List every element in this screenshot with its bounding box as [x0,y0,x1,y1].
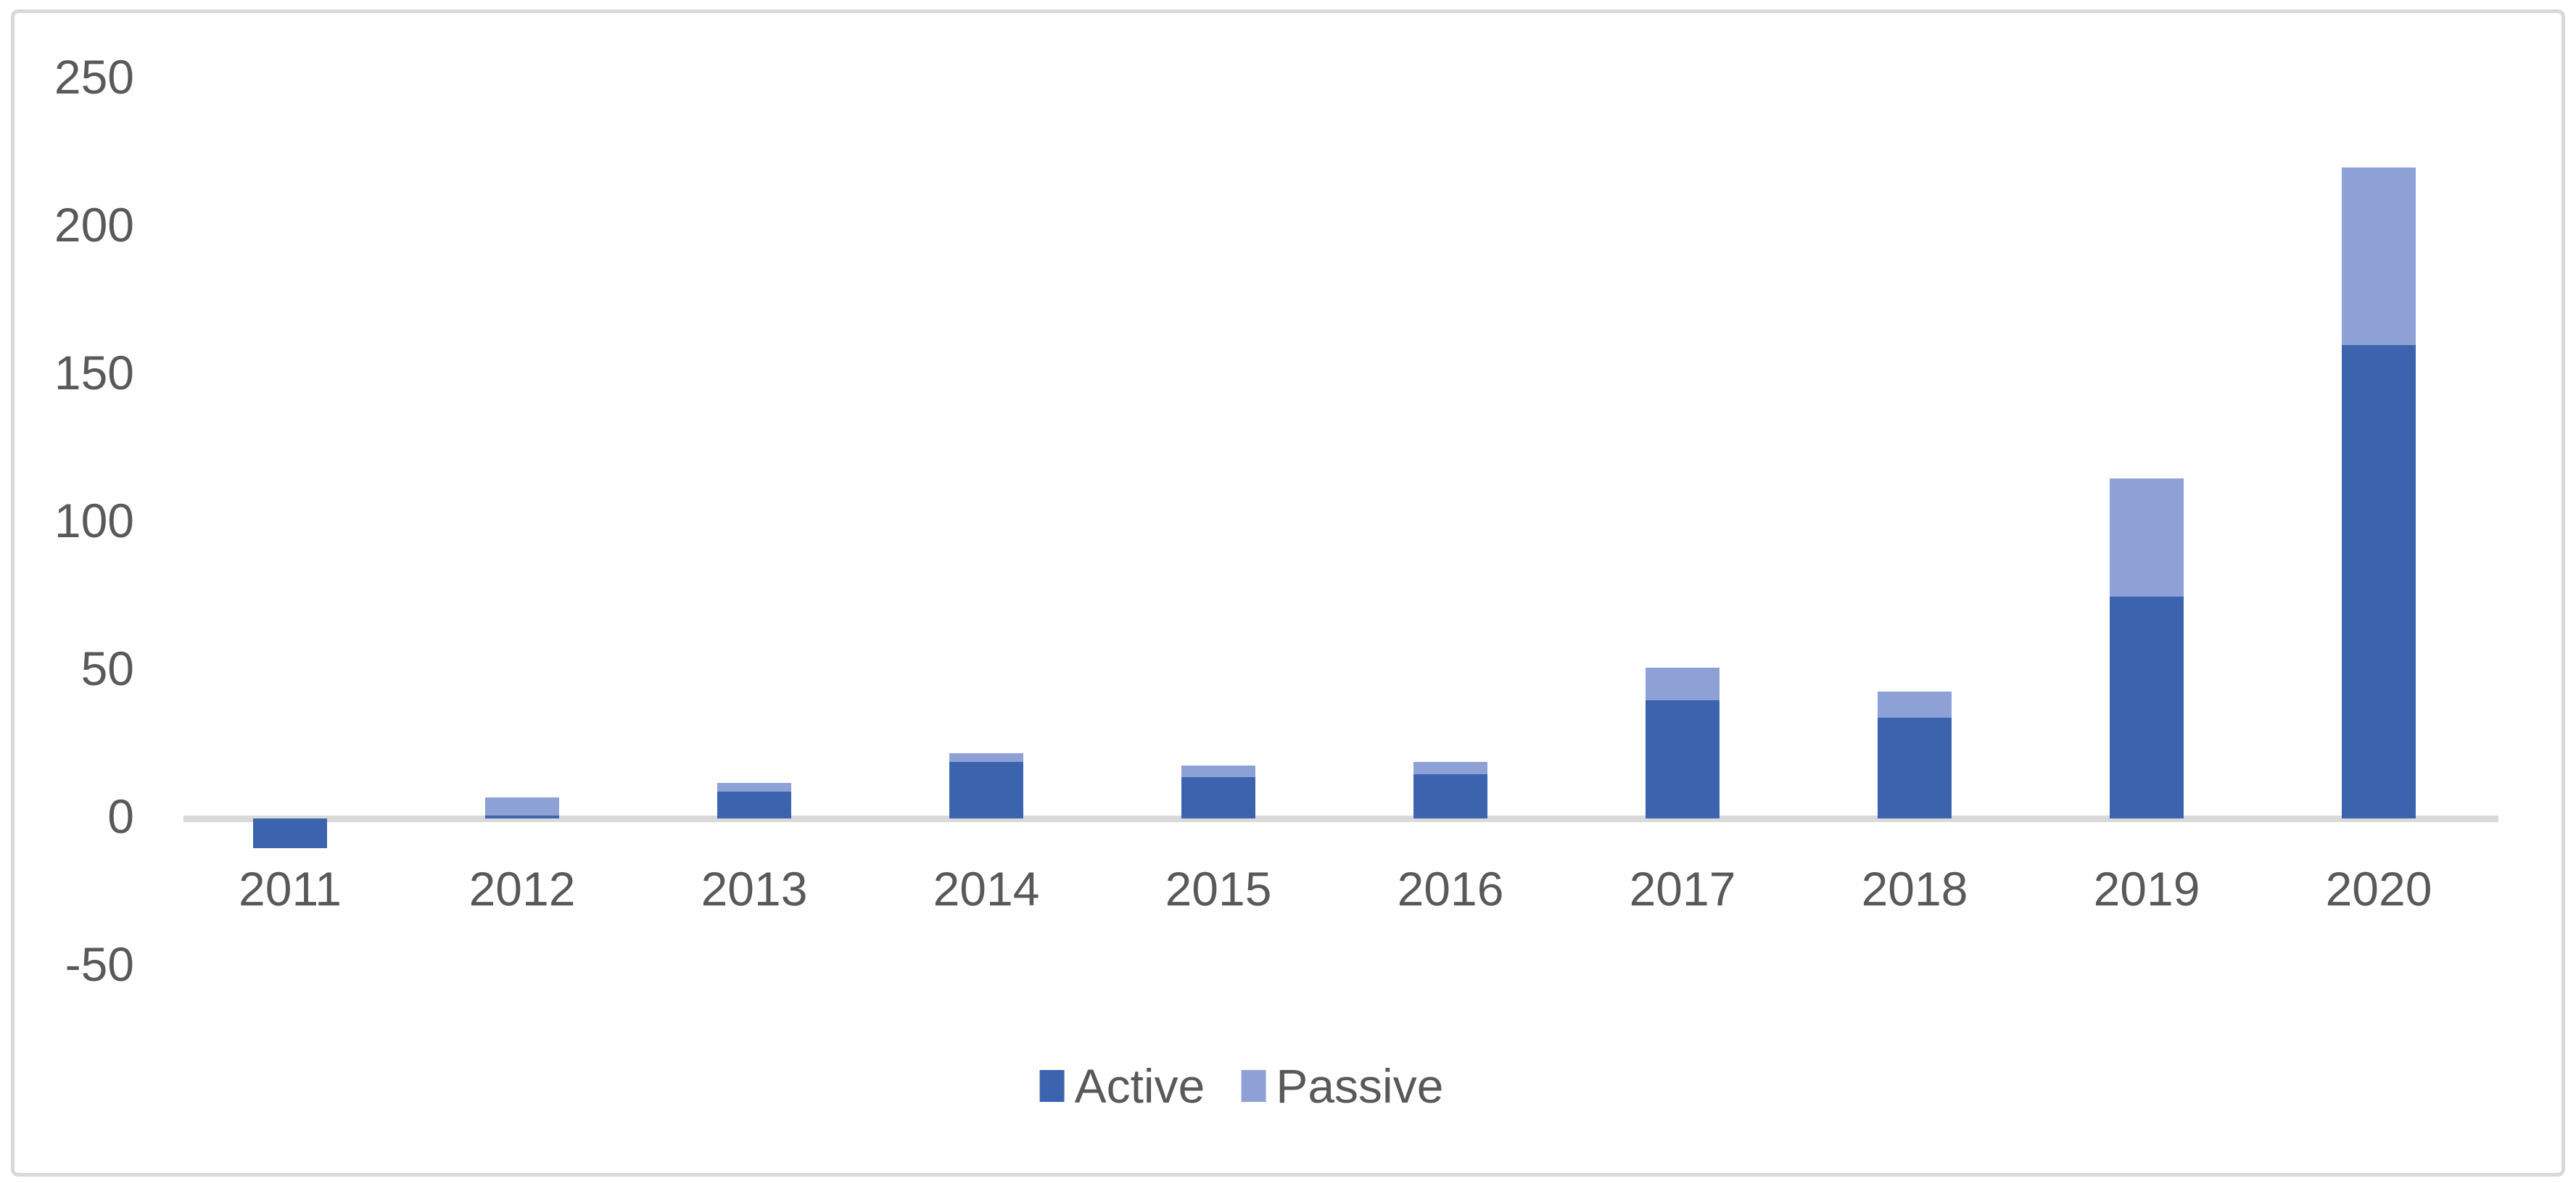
bar-2014-passive [949,753,1023,763]
y-tick-label-100: 100 [54,493,134,547]
legend-label-active: Active [1074,1059,1205,1113]
bar-2014-active [949,762,1023,818]
bar-2017-active [1646,700,1720,818]
bar-2012-active [485,815,559,818]
y-tick-label-0: 0 [107,789,134,843]
x-tick-label-2019: 2019 [2093,862,2200,916]
bar-2017-passive [1646,667,1720,700]
x-tick-label-2018: 2018 [1861,862,1968,916]
legend-item-passive: Passive [1241,1058,1443,1114]
legend-swatch-active [1039,1070,1065,1102]
x-axis-zero-line [183,816,2498,822]
x-tick-label-2020: 2020 [2325,862,2432,916]
bar-2016-passive [1413,762,1487,774]
y-tick-label-50: 50 [80,641,134,695]
bar-2020-active [2342,345,2416,818]
x-tick-label-2011: 2011 [239,862,342,916]
legend: Active Passive [1039,1058,1443,1114]
x-tick-label-2015: 2015 [1165,862,1272,916]
legend-item-active: Active [1039,1058,1205,1114]
legend-swatch-passive [1241,1070,1266,1102]
x-tick-label-2014: 2014 [933,862,1040,916]
bar-2012-passive [485,797,559,816]
bar-2018-passive [1878,691,1952,718]
bar-2013-passive [717,783,791,792]
bar-2013-active [717,792,791,818]
x-tick-label-2016: 2016 [1397,862,1504,916]
bar-2019-passive [2110,478,2184,597]
bar-2015-active [1181,776,1255,818]
bar-2018-active [1878,718,1952,818]
bar-2016-active [1413,774,1487,818]
bar-2019-active [2110,597,2184,818]
y-tick-label-200: 200 [54,197,134,252]
x-tick-label-2012: 2012 [468,862,576,916]
x-tick-label-2017: 2017 [1629,862,1736,916]
x-tick-label-2013: 2013 [701,862,808,916]
bar-2011-active [253,818,327,848]
y-tick-label--50: -50 [65,937,134,991]
y-tick-label-150: 150 [54,345,134,399]
y-tick-label-250: 250 [54,49,134,104]
legend-label-passive: Passive [1276,1059,1444,1113]
bar-2015-passive [1181,765,1255,777]
bar-2020-passive [2342,167,2416,346]
